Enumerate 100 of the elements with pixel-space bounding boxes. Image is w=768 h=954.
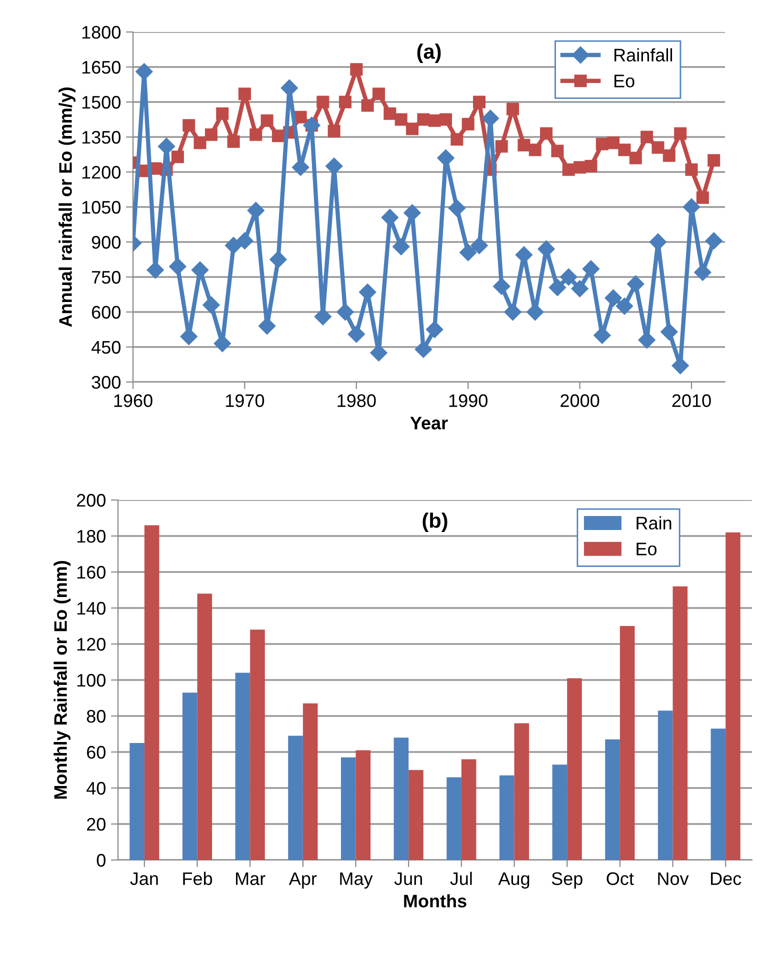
point [660,323,678,340]
point [182,119,196,132]
x-tick-label: 1960 [114,394,152,408]
y-tick-label: 20 [87,818,106,831]
x-axis-title: Year [410,416,448,430]
bar [408,770,424,860]
point [562,163,575,176]
y-tick-label: 120 [77,638,106,651]
point [708,154,720,167]
x-tick-label: 1970 [226,394,264,408]
y-tick-label: 1800 [82,26,120,39]
text: (a) [417,44,441,63]
y-axis-title: Monthly Rainfall or Eo (mm) [54,561,71,799]
bar [726,532,740,860]
y-tick-label: 1650 [82,60,120,74]
point [551,144,564,158]
point [652,141,664,154]
text: (b) [422,512,448,532]
x-tick-label: Feb [183,872,212,886]
x-tick-label: 1980 [338,394,376,408]
point [705,232,722,250]
point [629,152,642,164]
y-tick-label: 180 [77,530,106,543]
x-tick-label: Aug [498,872,530,889]
point [194,136,206,150]
x-tick-label: Oct [606,872,634,886]
point [607,136,620,150]
point [618,144,631,156]
point [414,340,432,358]
point [236,232,254,250]
x-tick-label: Jan [130,872,158,886]
y-tick-label: 0 [96,854,106,867]
y-tick-label: 100 [77,674,106,687]
point [685,163,698,176]
y-tick-label: 300 [92,376,120,389]
x-tick-label: 2010 [672,394,711,408]
y-tick-label: 450 [91,340,120,354]
point [448,200,466,217]
bar [605,739,620,860]
point [662,149,676,162]
x-tick-label: 2000 [560,394,600,408]
bar [130,743,144,860]
point [361,99,374,112]
point [640,130,654,144]
point [350,63,363,76]
y-tick-label: 40 [86,782,106,795]
bar [144,525,160,860]
point [460,244,477,262]
point [406,122,418,136]
legend-label: Eo [614,74,634,88]
point [372,88,385,100]
point [574,161,586,174]
bar [620,626,635,860]
y-tick-label: 1500 [82,96,120,109]
point [548,278,566,296]
bar [446,777,462,860]
point [560,268,578,286]
point [394,113,408,126]
point [504,303,522,321]
point [260,114,274,127]
y-tick-label: 750 [92,270,120,284]
x-tick-label: Mar [236,872,266,886]
y-tick-label: 1050 [82,200,120,214]
legend-label: Rainfall [614,48,672,62]
y-tick-label: 1350 [82,130,120,144]
y-tick-label: 200 [76,494,106,507]
point [204,128,218,141]
point [227,135,240,148]
bar [250,630,265,860]
point [426,320,444,338]
x-tick-label: Apr [288,872,317,889]
bar [672,586,688,860]
bar [182,692,198,860]
x-axis-title: Months [404,894,466,908]
legend-label: Eo [636,542,657,556]
y-tick-label: 60 [87,746,106,759]
point [604,289,622,307]
bar [235,672,250,860]
bar [302,703,318,860]
point [450,133,464,146]
point [540,127,553,140]
y-tick-label: 1200 [82,166,120,179]
point [169,258,186,276]
x-tick-label: May [340,872,373,889]
x-tick-label: Sep [552,872,582,889]
bar [356,750,371,860]
point [518,138,530,152]
point [462,118,474,130]
bar [567,678,582,860]
bar [552,764,568,860]
point [672,357,689,374]
point [250,128,262,141]
point [470,236,488,254]
point [336,303,354,321]
point [314,308,332,326]
y-tick-label: 140 [77,602,106,615]
bar [197,594,212,860]
point [627,275,644,293]
point [328,124,340,138]
x-tick-label: 1990 [449,394,488,408]
